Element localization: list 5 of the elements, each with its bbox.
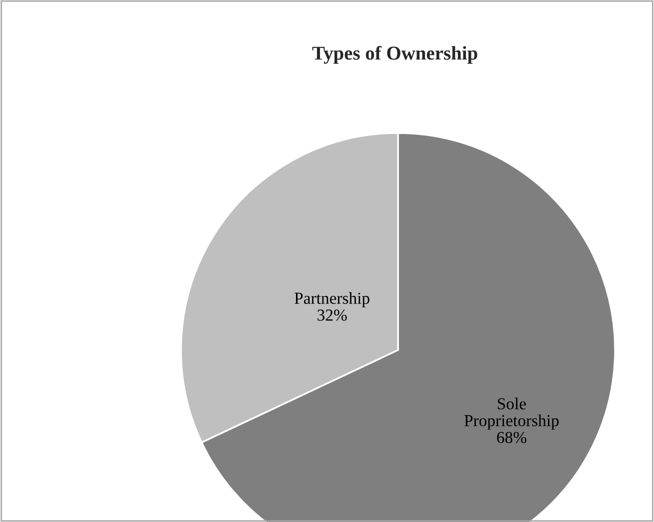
chart-title: Types of Ownership bbox=[312, 46, 478, 64]
slice-label: Partnership bbox=[294, 292, 370, 308]
data-label: 68% bbox=[497, 432, 526, 444]
slice-label: Sole Proprietorship bbox=[464, 398, 559, 430]
data-label: 32% bbox=[318, 309, 347, 321]
